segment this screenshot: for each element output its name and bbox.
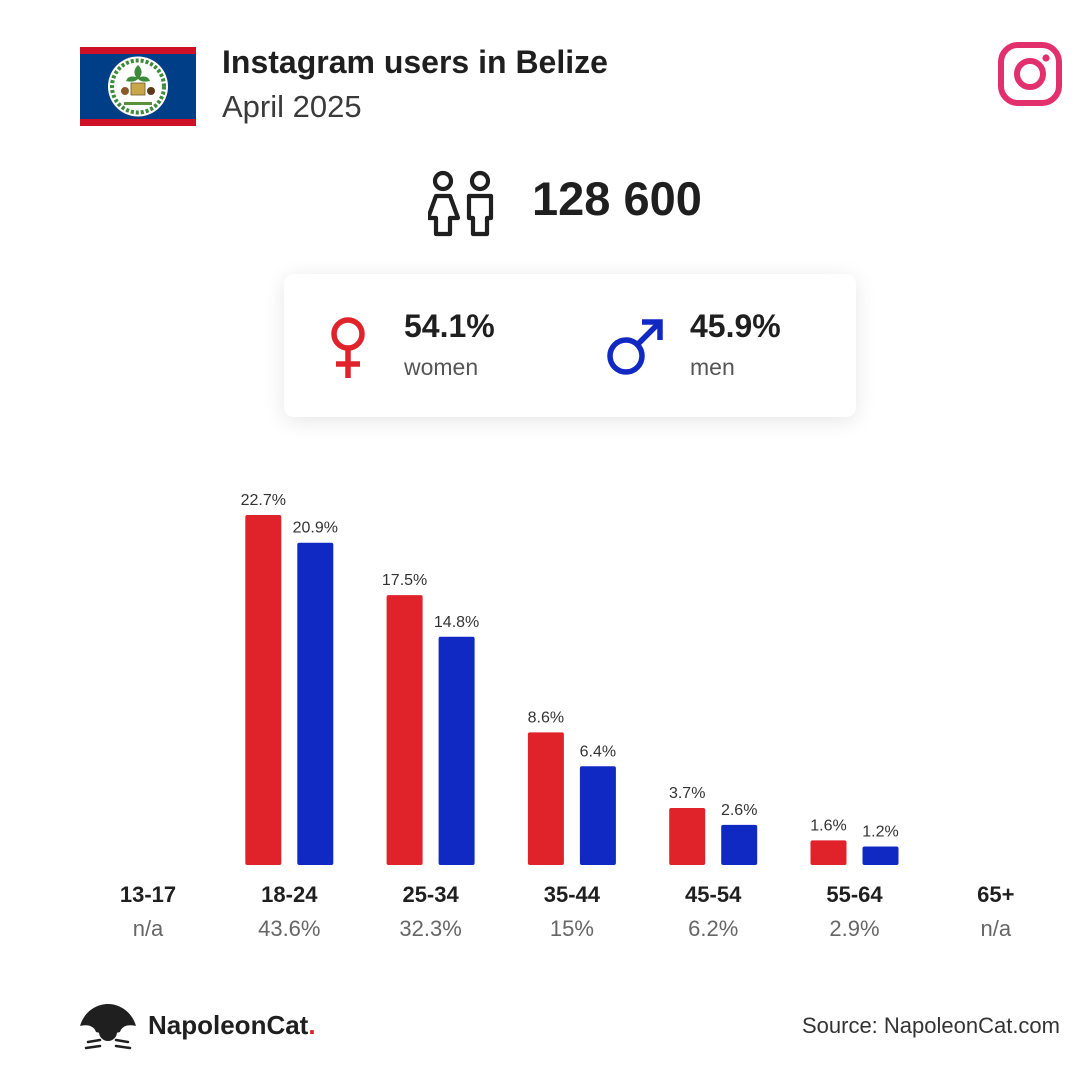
bar-men-55-64 [862,846,899,865]
age-group-label: 55-64 [826,882,883,907]
bar-women-18-24 [245,514,282,865]
bar-value-label-women-45-54: 3.7% [669,785,705,802]
bar-men-35-44 [579,766,616,865]
female-icon [328,316,368,380]
bar-value-label-men-45-54: 2.6% [721,802,757,819]
age-group-total: n/a [980,916,1012,941]
age-group: 55-64 2.9% [785,882,925,942]
bar-value-label-women-55-64: 1.6% [810,817,846,834]
instagram-icon [998,42,1062,106]
bar-women-35-44 [527,732,564,865]
age-group-label: 13-17 [119,882,177,907]
age-group-total: n/a [132,916,164,941]
age-group-total: 2.9% [829,916,880,941]
age-group: 45-54 6.2% [643,882,783,942]
bar-value-label-men-18-24: 20.9% [293,520,338,537]
men-label: men [690,354,735,380]
age-group: 65+ n/a [926,882,1066,942]
age-group: 35-44 15% [502,882,642,942]
bar-value-label-women-25-34: 17.5% [382,572,427,589]
bar-women-55-64 [810,840,847,865]
age-group-label: 65+ [977,882,1015,907]
page-title: Instagram users in Belize [222,44,608,80]
age-group-label: 35-44 [543,882,601,907]
bar-value-label-men-35-44: 6.4% [580,743,616,760]
brand-name: NapoleonCat. [148,1010,316,1041]
age-group: 13-17 n/a [78,882,218,942]
bar-women-25-34 [386,595,423,865]
brand-dot: . [308,1010,316,1040]
age-group-row: 13-17 n/a 18-24 43.6% 25-34 32.3% 35-44 15% … [0,882,1080,952]
source-attribution[interactable]: Source: NapoleonCat.com [801,1013,1060,1038]
age-group-total: 43.6% [258,916,321,941]
bar-men-25-34 [438,636,475,865]
brand-name-text: NapoleonCat [148,1010,309,1040]
bar-value-label-men-25-34: 14.8% [434,614,479,631]
age-group-label: 45-54 [685,882,742,907]
bar-value-label-women-18-24: 22.7% [241,492,286,509]
age-group: 18-24 43.6% [219,882,359,942]
page-subtitle: April 2025 [222,89,362,124]
bar-chart-svg: 22.7% 20.9% 17.5% 14.8% 8.6% 6.4% 3.7% 2.6% 1.6%… [241,492,899,865]
bar-women-45-54 [669,807,706,865]
bar-value-label-men-55-64: 1.2% [862,823,898,840]
gender-split-card: 54.1% women 45.9% men [284,274,856,417]
age-group-total: 6.2% [688,916,739,941]
age-group-total: 32.3% [399,916,462,941]
women-percentage: 54.1% [404,308,495,344]
belize-flag-icon [80,47,196,126]
age-group-label: 25-34 [402,882,459,907]
bar-value-label-women-35-44: 8.6% [528,709,564,726]
age-group: 25-34 32.3% [361,882,501,942]
age-group-label: 18-24 [261,882,318,907]
bar-men-45-54 [721,824,758,865]
women-label: women [404,354,479,380]
total-users-value: 128 600 [532,172,702,225]
male-icon [606,318,664,376]
bar-men-18-24 [297,542,334,865]
users-icon [425,168,498,238]
napoleoncat-logo-icon [78,1000,138,1052]
men-percentage: 45.9% [690,308,781,344]
age-gender-bar-chart: 22.7% 20.9% 17.5% 14.8% 8.6% 6.4% 3.7% 2.6% 1.6%… [0,470,1080,870]
age-group-total: 15% [549,916,594,941]
